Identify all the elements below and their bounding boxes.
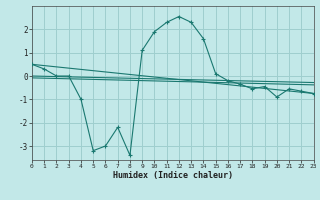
X-axis label: Humidex (Indice chaleur): Humidex (Indice chaleur) xyxy=(113,171,233,180)
